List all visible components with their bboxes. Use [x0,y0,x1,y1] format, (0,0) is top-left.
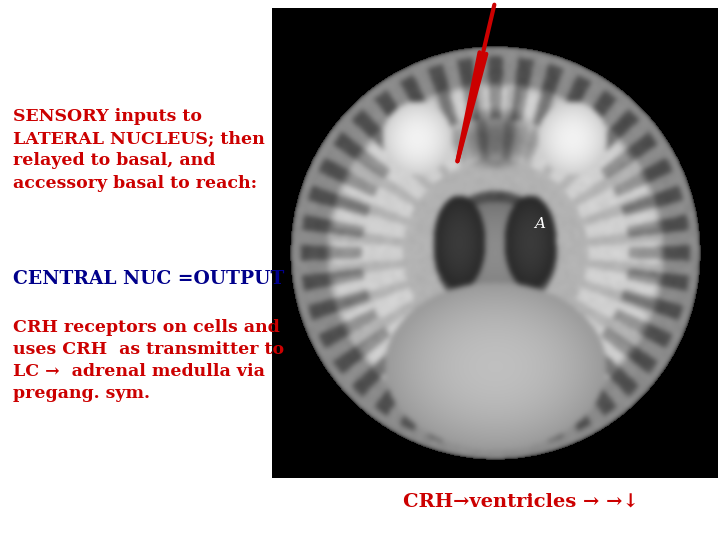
Text: CRH→ventricles → →↓: CRH→ventricles → →↓ [403,492,639,510]
Text: CENTRAL NUC =OUTPUT: CENTRAL NUC =OUTPUT [13,270,284,288]
Text: CRH receptors on cells and
uses CRH  as transmitter to
LC →  adrenal medulla via: CRH receptors on cells and uses CRH as t… [13,319,284,402]
Text: SENSORY inputs to
LATERAL NUCLEUS; then
relayed to basal, and
accessory basal to: SENSORY inputs to LATERAL NUCLEUS; then … [13,108,265,192]
Text: A: A [534,217,545,231]
Bar [272,8,718,478]
